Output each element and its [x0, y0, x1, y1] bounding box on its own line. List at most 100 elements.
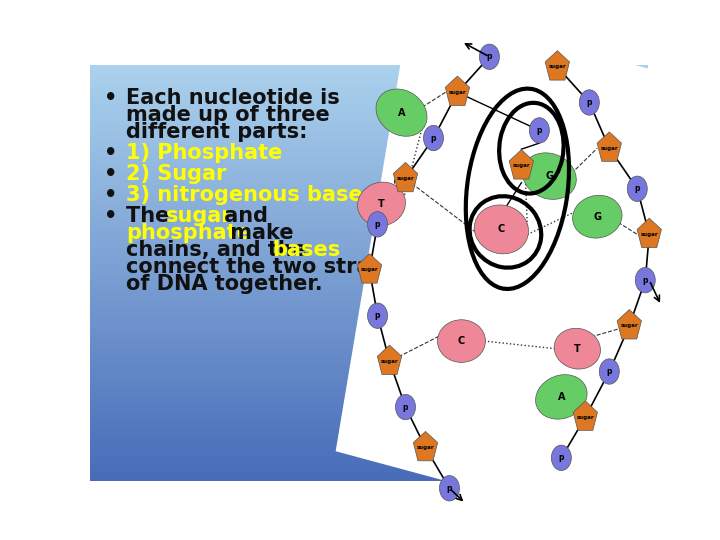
Bar [90, 370, 648, 373]
Circle shape [580, 90, 599, 115]
Bar [90, 422, 648, 424]
Text: 3) nitrogenous base: 3) nitrogenous base [126, 185, 363, 205]
Text: T: T [574, 343, 581, 354]
Circle shape [599, 359, 619, 384]
Bar [90, 167, 648, 168]
Bar [90, 352, 648, 354]
Bar [90, 187, 648, 190]
Text: Each nucleotide is: Each nucleotide is [126, 87, 340, 107]
Polygon shape [445, 76, 469, 105]
Bar [90, 410, 648, 412]
Circle shape [552, 445, 572, 470]
Text: sugar: sugar [397, 176, 414, 181]
Bar [90, 244, 648, 246]
Text: 1) Phosphate: 1) Phosphate [126, 143, 283, 163]
Bar [90, 117, 648, 119]
Polygon shape [597, 132, 621, 161]
Bar [90, 221, 648, 223]
Ellipse shape [474, 205, 528, 254]
Bar [90, 433, 648, 435]
Bar [90, 131, 648, 133]
Bar [90, 79, 648, 82]
Bar [90, 431, 648, 433]
Bar [90, 439, 648, 441]
Bar [90, 287, 648, 289]
Bar [90, 468, 648, 470]
Bar [90, 316, 648, 319]
Bar [90, 271, 648, 273]
Bar [90, 446, 648, 447]
Bar [90, 160, 648, 163]
Bar [90, 84, 648, 85]
Bar [90, 210, 648, 212]
Bar [90, 104, 648, 106]
Circle shape [367, 212, 387, 237]
Circle shape [423, 125, 444, 151]
Bar [90, 140, 648, 141]
Text: p: p [487, 52, 492, 62]
Ellipse shape [554, 328, 600, 369]
Bar [90, 252, 648, 254]
Bar [90, 470, 648, 472]
Bar [90, 94, 648, 96]
Bar [90, 265, 648, 266]
Bar [90, 133, 648, 136]
Bar [90, 300, 648, 302]
Bar [90, 192, 648, 194]
Bar [90, 356, 648, 358]
Text: different parts:: different parts: [126, 122, 307, 142]
Bar [90, 239, 648, 241]
Bar [90, 148, 648, 150]
Text: 2) Sugar: 2) Sugar [126, 164, 227, 184]
Bar [90, 314, 648, 316]
Bar [90, 349, 648, 352]
Bar [90, 377, 648, 379]
Circle shape [627, 176, 647, 201]
Ellipse shape [572, 195, 622, 238]
Bar [90, 443, 648, 446]
Bar [90, 331, 648, 333]
Text: •: • [104, 206, 117, 226]
Text: sugar: sugar [417, 445, 434, 450]
Bar [90, 381, 648, 383]
Bar [90, 373, 648, 375]
Polygon shape [509, 150, 534, 179]
Bar [90, 250, 648, 252]
Bar [90, 129, 648, 131]
Bar [90, 256, 648, 258]
Bar [90, 474, 648, 476]
Bar [90, 204, 648, 206]
Text: A: A [557, 392, 565, 402]
Circle shape [367, 303, 387, 328]
Text: The: The [126, 206, 177, 226]
Bar [90, 75, 648, 77]
Bar [90, 165, 648, 167]
Bar [90, 312, 648, 314]
Bar [90, 348, 648, 349]
Text: T: T [378, 199, 385, 209]
Circle shape [439, 476, 459, 501]
Bar [90, 208, 648, 210]
Text: •: • [104, 185, 117, 205]
Text: bases: bases [272, 240, 341, 260]
Bar [90, 451, 648, 454]
Bar [90, 123, 648, 125]
Polygon shape [336, 4, 720, 536]
Bar [90, 412, 648, 414]
Bar [90, 141, 648, 144]
Text: and: and [217, 206, 268, 226]
Bar [90, 366, 648, 368]
Bar [90, 90, 648, 92]
Bar [90, 273, 648, 275]
Bar [90, 283, 648, 285]
Bar [90, 400, 648, 402]
Bar [90, 163, 648, 165]
Bar [90, 190, 648, 192]
Text: p: p [606, 367, 612, 376]
Bar [90, 71, 648, 73]
Text: sugar: sugar [621, 323, 638, 328]
Bar [90, 341, 648, 343]
Bar [90, 329, 648, 331]
Text: made up of three: made up of three [126, 105, 330, 125]
Bar [90, 98, 648, 100]
